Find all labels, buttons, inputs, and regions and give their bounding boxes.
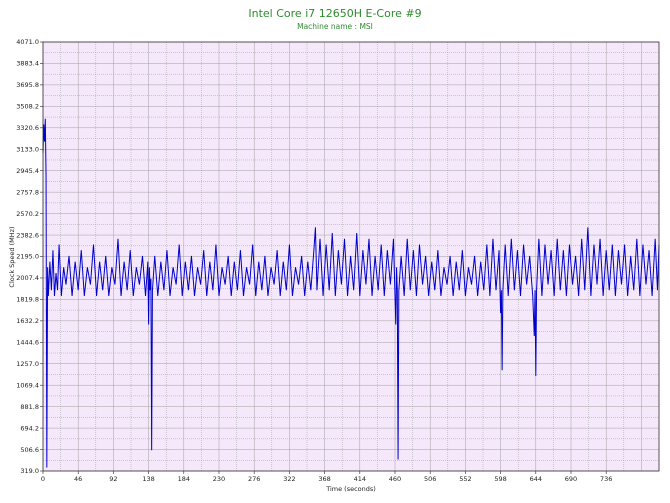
y-tick-label: 2382.6 (16, 231, 39, 239)
chart-subtitle: Machine name : MSI (297, 22, 373, 31)
y-tick-label: 2007.4 (16, 274, 39, 282)
x-tick-label: 506 (424, 475, 436, 483)
y-tick-label: 2757.8 (16, 188, 39, 196)
y-axis-label: Clock Speed (MHz) (8, 226, 16, 287)
x-tick-label: 368 (318, 475, 330, 483)
y-tick-label: 1444.6 (16, 339, 39, 347)
x-tick-label: 644 (530, 475, 542, 483)
x-tick-label: 552 (459, 475, 471, 483)
y-tick-label: 1069.4 (16, 381, 39, 389)
y-tick-label: 3320.6 (16, 124, 39, 132)
x-tick-label: 690 (565, 475, 577, 483)
y-tick-label: 506.6 (20, 446, 39, 454)
x-tick-label: 138 (142, 475, 154, 483)
series-line (42, 118, 660, 468)
y-tick-label: 694.2 (20, 424, 39, 432)
y-tick-label: 1632.2 (16, 317, 39, 325)
x-tick-label: 230 (213, 475, 225, 483)
x-tick-label: 736 (600, 475, 612, 483)
y-tick-label: 2195.0 (16, 253, 39, 261)
x-tick-label: 46 (74, 475, 82, 483)
x-axis-ticks: 0 46 92 138 184 230 276 322 368 414 460 506 552 598 64… (41, 471, 612, 483)
x-tick-label: 92 (109, 475, 117, 483)
x-tick-label: 0 (41, 475, 45, 483)
y-tick-label: 319.0 (20, 467, 39, 475)
y-tick-label: 2945.4 (16, 167, 39, 175)
x-tick-label: 414 (354, 475, 366, 483)
y-axis-ticks: 319.0 506.6 694.2 881.8 1069.4 1257.0 1444.6 16… (16, 38, 43, 475)
plot-frame (42, 41, 660, 472)
y-tick-label: 881.8 (20, 403, 39, 411)
x-tick-label: 276 (248, 475, 260, 483)
y-tick-label: 4071.0 (16, 38, 39, 46)
y-tick-label: 1819.8 (16, 296, 39, 304)
x-tick-label: 460 (389, 475, 401, 483)
series-group (42, 118, 660, 468)
y-tick-label: 1257.0 (16, 360, 39, 368)
y-tick-label: 3508.2 (16, 103, 39, 111)
x-tick-label: 184 (178, 475, 190, 483)
y-tick-label: 3883.4 (16, 60, 39, 68)
x-tick-label: 322 (283, 475, 295, 483)
chart-title: Intel Core i7 12650H E-Core #9 (248, 7, 421, 20)
y-tick-label: 3133.0 (16, 145, 39, 153)
y-tick-label: 2570.2 (16, 210, 39, 218)
y-tick-label: 3695.8 (16, 81, 39, 89)
x-axis-label: Time (seconds) (325, 485, 376, 493)
x-tick-label: 598 (494, 475, 506, 483)
